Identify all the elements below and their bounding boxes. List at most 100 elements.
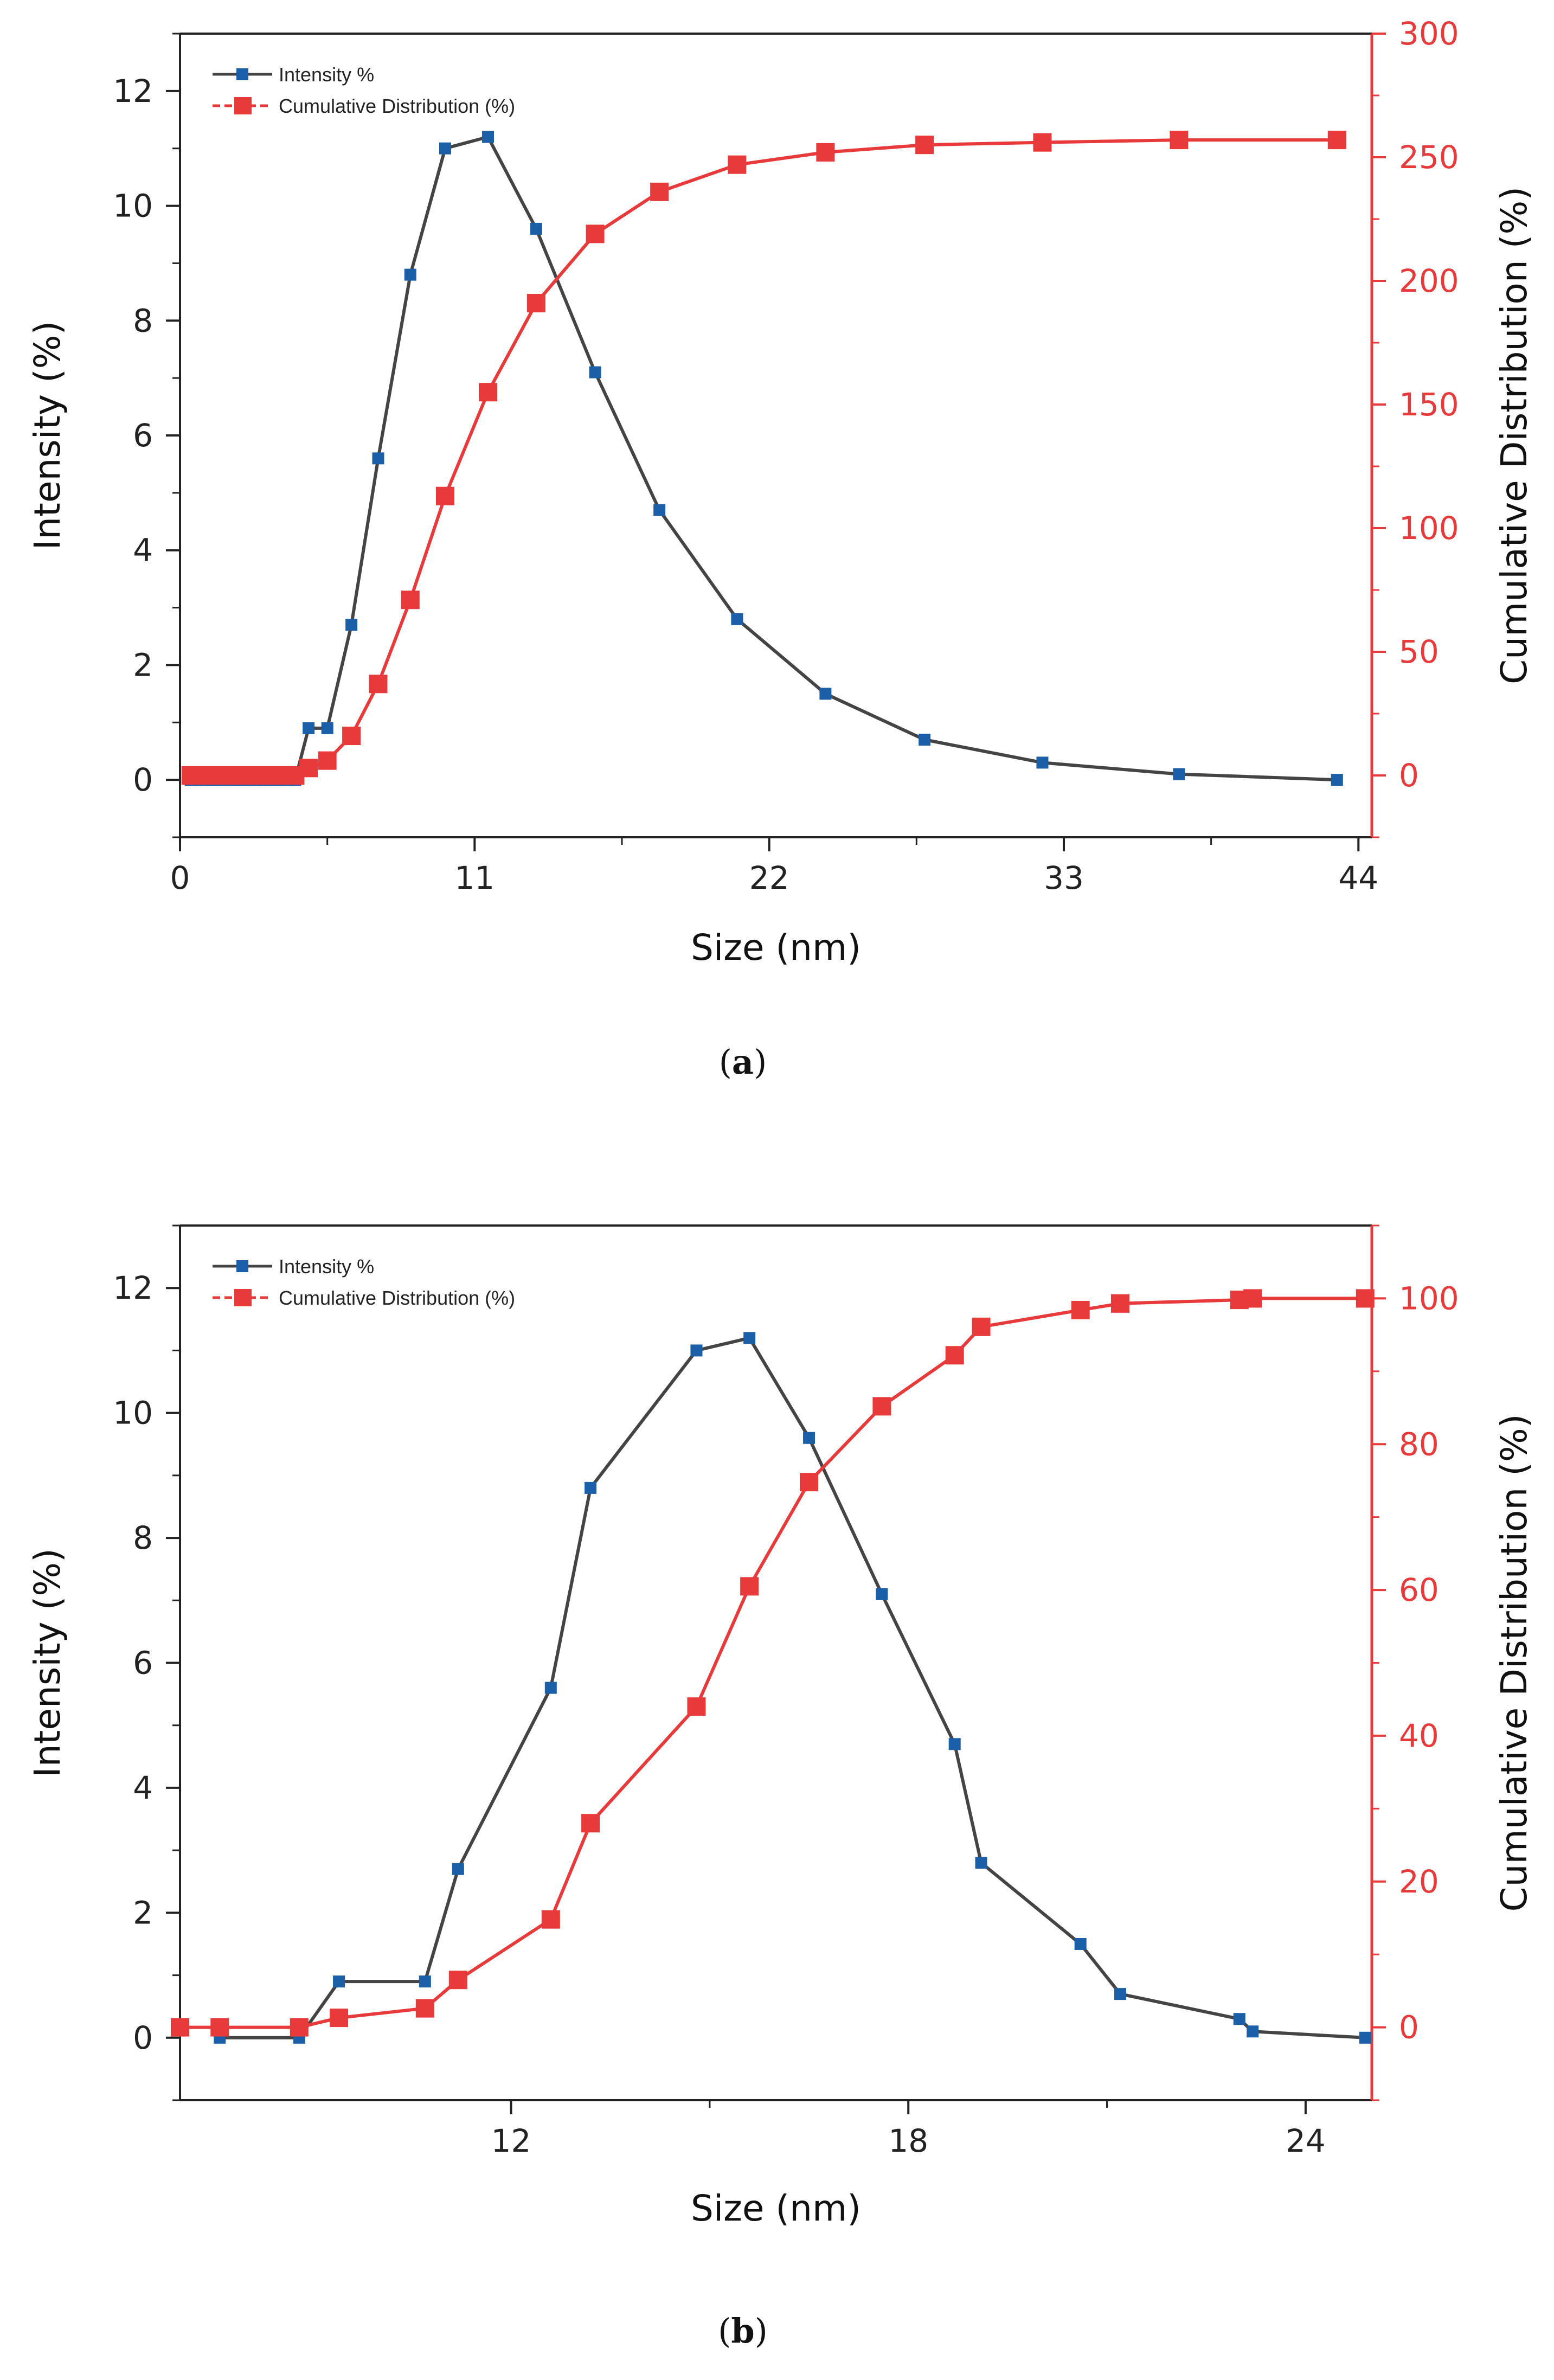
legend-intensity-marker [236,1260,248,1272]
intensity-point [919,734,931,746]
y-axis-title: Intensity (%) [27,321,68,550]
y-tick-label: 2 [133,1894,153,1931]
y-tick-label: 12 [113,73,153,110]
legend-cumulative-label: Cumulative Distribution (%) [279,95,515,117]
intensity-point [321,722,333,734]
y2-tick-label: 0 [1399,757,1419,794]
y2-tick-label: 40 [1399,1717,1439,1754]
y2-axis-title: Cumulative Distribution (%) [1493,187,1535,684]
intensity-point [690,1344,703,1357]
cumulative-point [972,1317,991,1336]
x-axis-title: Size (nm) [691,2187,861,2229]
cumulative-point [1071,1300,1090,1319]
cumulative-point [1170,131,1189,150]
y-tick-label: 10 [113,1395,153,1432]
intensity-point [876,1588,888,1600]
y2-tick-label: 150 [1399,386,1459,423]
intensity-point [333,1975,345,1988]
intensity-point [1074,1938,1087,1950]
panel-caption: (a) [719,1042,767,1082]
y2-tick-label: 100 [1399,1280,1459,1317]
legend-cumulative-marker [234,1289,252,1306]
x-tick-label: 11 [454,859,495,896]
chart-panel-a: 0 11 22 33 44 0 2 4 6 8 10 12 0 50 100 150 200 250 300 Size… [27,15,1535,1082]
cumulative-point [299,759,318,778]
cumulative-line [180,1297,1365,2029]
cumulative-point [526,294,545,313]
y2-tick-label: 300 [1399,15,1459,52]
cumulative-point [1033,133,1052,152]
y2-tick-label: 50 [1399,633,1439,670]
cumulative-point [687,1697,706,1716]
intensity-point [303,722,315,734]
intensity-point [452,1863,464,1875]
cumulative-line [190,138,1337,777]
intensity-point [1036,756,1049,769]
y2-axis-title: Cumulative Distribution (%) [1493,1414,1535,1912]
cumulative-point [541,1910,560,1929]
cumulative-point [448,1971,467,1990]
x-tick-label: 24 [1286,2122,1326,2159]
cumulative-point [740,1577,759,1596]
cumulative-point [330,2009,349,2028]
x-tick-label: 44 [1338,859,1378,896]
y2-tick-label: 250 [1399,139,1459,176]
intensity-point [1331,774,1343,786]
y2-tick-label: 80 [1399,1426,1439,1462]
legend-intensity-label: Intensity % [279,1255,374,1278]
y-tick-label: 4 [133,532,153,569]
intensity-point [731,613,743,625]
panel-caption-letter: a [732,1042,754,1082]
y-tick-label: 4 [133,1769,153,1806]
intensity-point [404,268,416,281]
cumulative-point [318,751,337,770]
intensity-point [1359,2031,1371,2044]
intensity-point [1173,768,1185,780]
intensity-point [482,131,495,143]
y-tick-label: 2 [133,646,153,683]
cumulative-point [800,1473,819,1492]
intensity-point [345,619,358,631]
panel-caption-letter: b [731,2311,754,2351]
cumulative-point [1356,1289,1375,1308]
intensity-point [1114,1988,1126,2000]
cumulative-point [415,1999,434,2018]
y2-tick-label: 20 [1399,1863,1439,1900]
panel-caption: (b) [718,2311,768,2351]
cumulative-point [1243,1289,1262,1308]
intensity-point [975,1857,987,1869]
y-tick-label: 6 [133,1645,153,1682]
intensity-point [530,222,542,235]
y-axis-title: Intensity (%) [27,1548,68,1777]
legend-cumulative-label: Cumulative Distribution (%) [279,1287,515,1309]
cumulative-point [342,727,361,746]
y-tick-label: 0 [133,2019,153,2056]
y2-tick-label: 200 [1399,262,1459,299]
intensity-point [1247,2025,1259,2038]
cumulative-point [728,155,747,174]
cumulative-point [581,1814,600,1833]
cumulative-point [872,1397,891,1416]
cumulative-point [816,143,835,162]
x-tick-label: 12 [491,2122,531,2159]
intensity-point [589,366,601,379]
intensity-point [819,688,832,700]
intensity-line [220,1336,1365,2039]
legend-intensity-marker [236,68,248,80]
legend-intensity-label: Intensity % [279,63,374,86]
cumulative-point [369,675,388,694]
x-axis-title: Size (nm) [691,927,861,968]
cumulative-point [1110,1294,1129,1313]
intensity-point [743,1332,756,1344]
intensity-point [372,452,384,465]
y2-tick-label: 0 [1399,2009,1419,2046]
cumulative-point [915,136,934,155]
cumulative-point [650,182,669,201]
y-tick-label: 12 [113,1269,153,1306]
intensity-point [439,142,451,155]
intensity-point [948,1738,961,1750]
y2-tick-label: 60 [1399,1571,1439,1608]
y-tick-label: 8 [133,1519,153,1556]
y2-tick-label: 100 [1399,510,1459,547]
